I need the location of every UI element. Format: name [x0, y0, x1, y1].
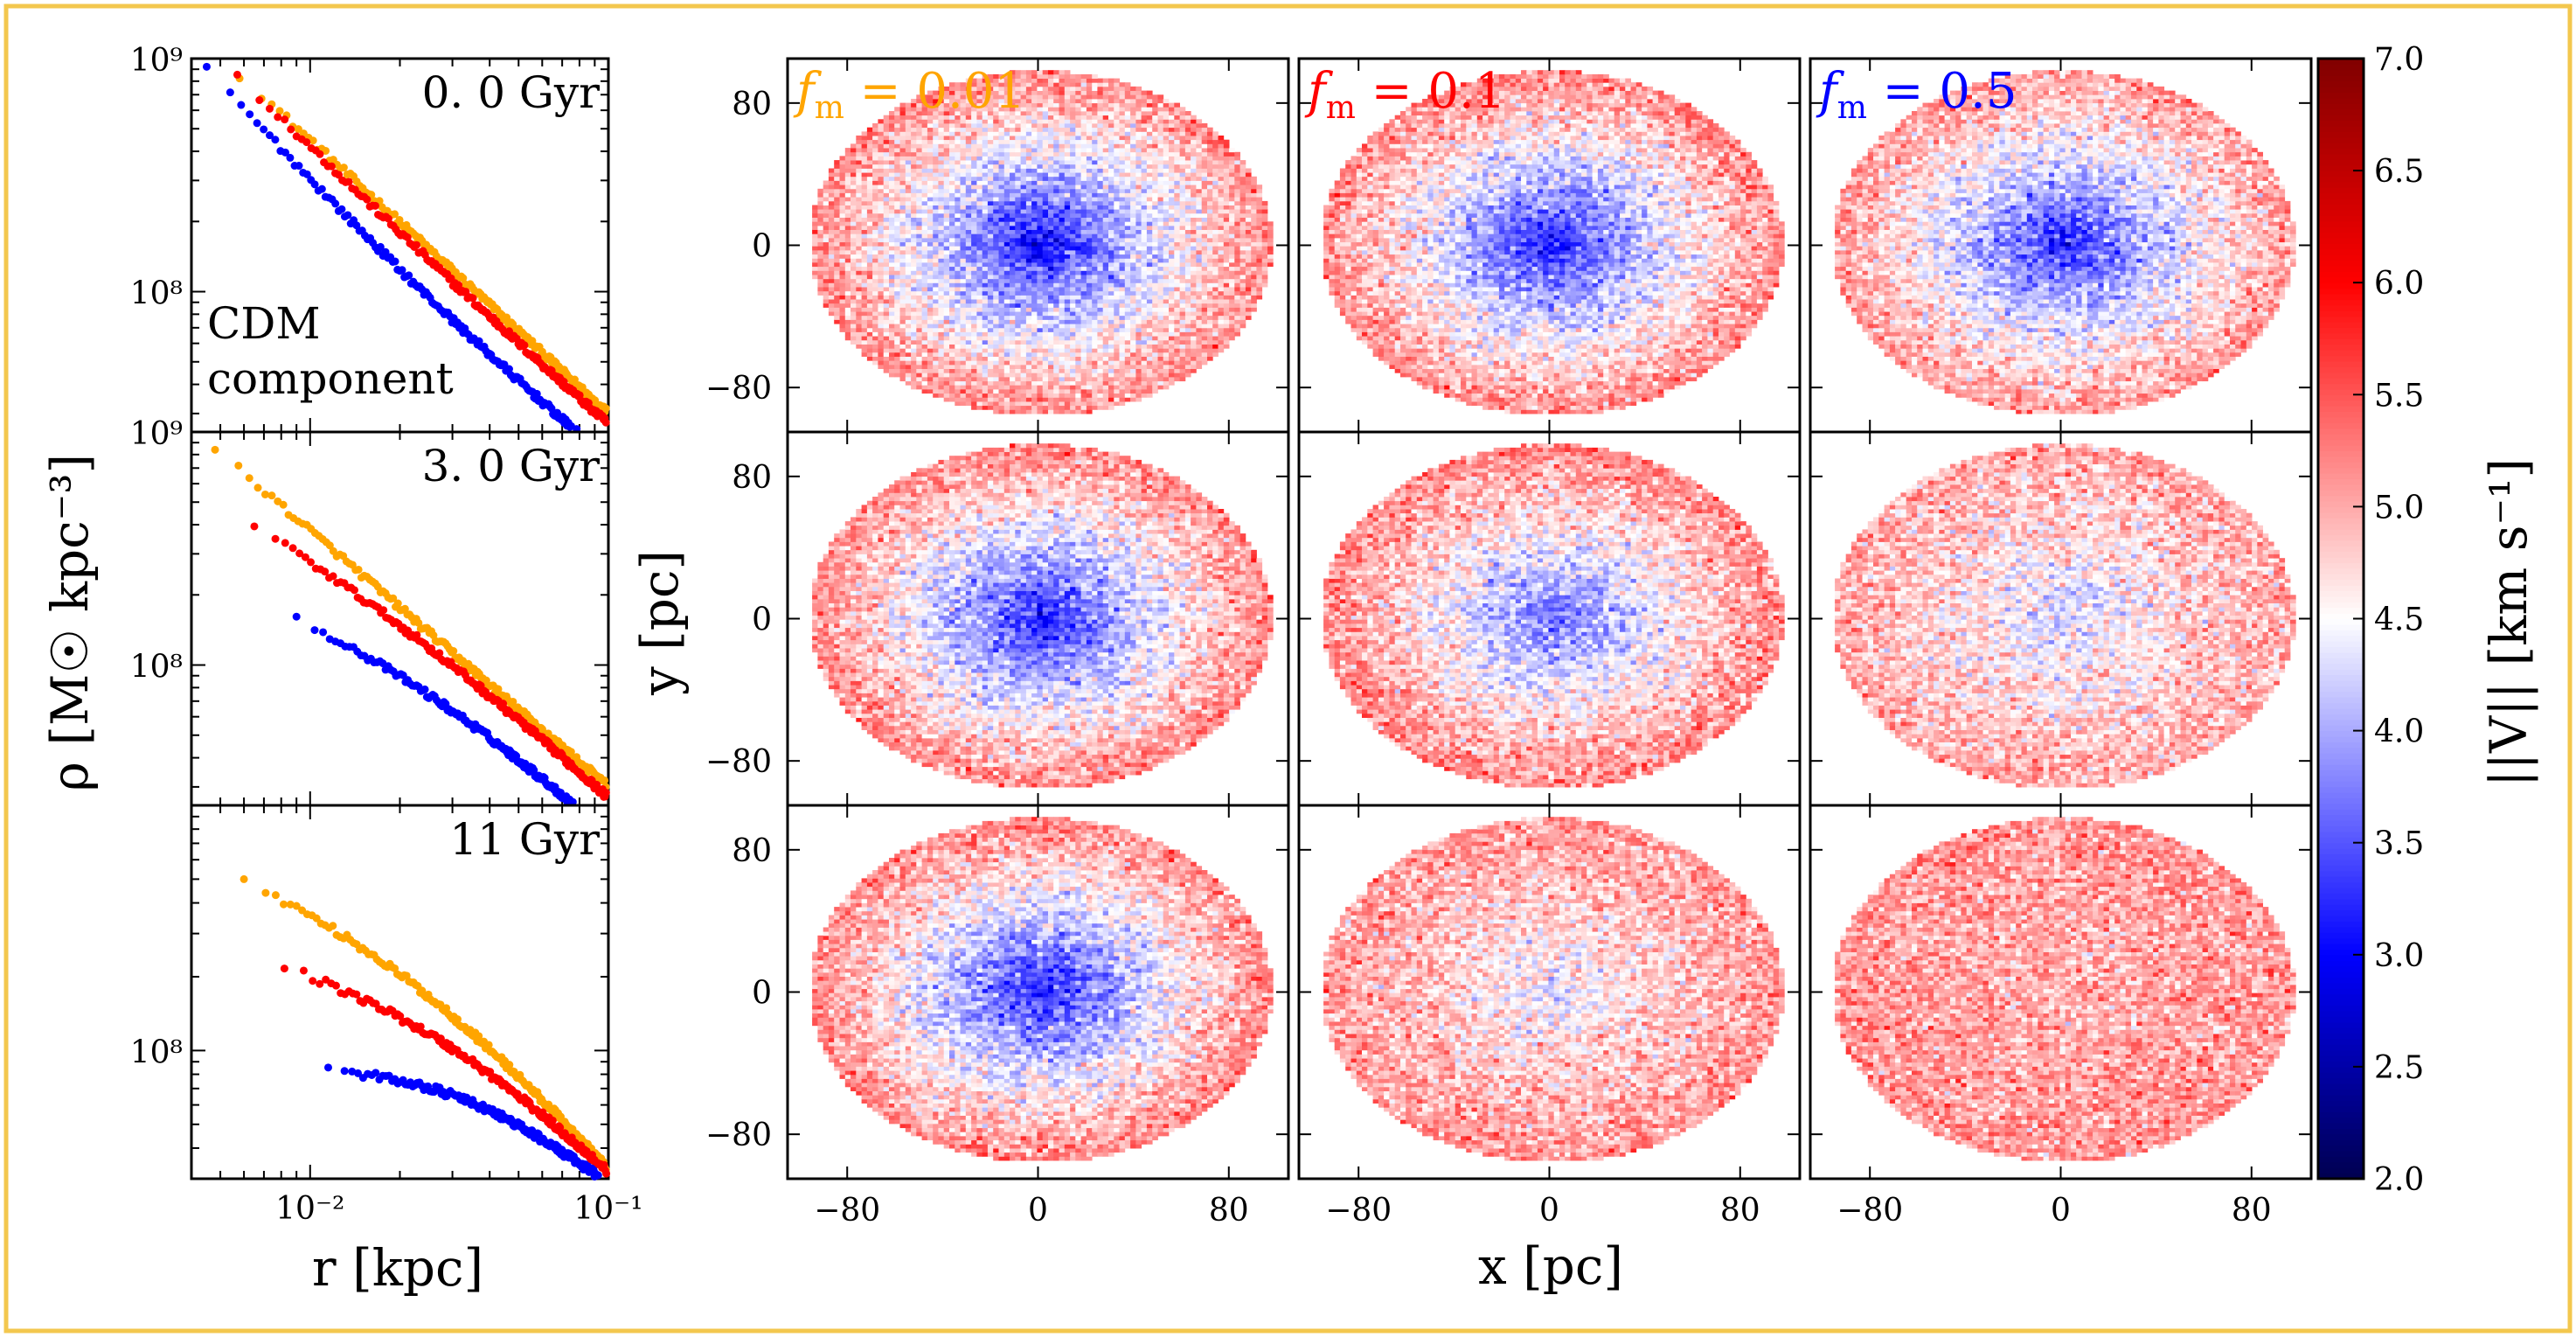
profile-point-orange	[254, 484, 262, 491]
profile-point-blue	[271, 136, 279, 143]
profile-point-red	[272, 535, 280, 543]
profile-point-red	[413, 241, 420, 249]
profile-point-orange	[246, 474, 253, 482]
profile-point-red	[520, 341, 528, 349]
profile-point-red	[266, 105, 274, 113]
profile-point-blue	[286, 154, 294, 162]
profile-point-blue	[405, 271, 413, 279]
profile-point-blue	[392, 257, 399, 265]
profile-point-red	[287, 125, 295, 133]
profile-annotation: CDM	[207, 298, 321, 349]
density-profile-column: 10⁸10⁹0. 0 GyrCDMcomponent10⁸10⁹3. 0 Gyr…	[130, 43, 643, 1227]
profile-point-blue	[253, 119, 261, 127]
profile-point-red	[602, 419, 610, 427]
profile-y-tick-label: 10⁸	[130, 276, 183, 312]
profile-y-tick-label: 10⁸	[130, 650, 183, 686]
profile-point-red	[307, 558, 315, 566]
profile-point-orange	[234, 462, 242, 470]
profile-point-red	[281, 539, 289, 547]
profile-point-red	[316, 150, 323, 158]
profile-panel-2: 10⁸10⁹3. 0 Gyr	[130, 416, 610, 807]
figure: 10⁸10⁹0. 0 GyrCDMcomponent10⁸10⁹3. 0 Gyr…	[0, 0, 2576, 1337]
profile-point-orange	[267, 491, 275, 499]
profile-point-blue	[237, 101, 245, 109]
profile-point-red	[274, 113, 281, 121]
profile-point-orange	[355, 566, 363, 574]
profile-point-orange	[601, 776, 608, 784]
profile-time-label: 0. 0 Gyr	[422, 67, 600, 118]
profile-point-orange	[394, 600, 402, 608]
profile-annotation: component	[207, 353, 454, 404]
profile-point-red	[379, 606, 387, 614]
profile-point-red	[328, 163, 336, 171]
profile-point-red	[250, 522, 258, 530]
profile-point-blue	[318, 185, 326, 193]
profile-point-orange	[340, 164, 348, 171]
profile-point-red	[363, 196, 371, 204]
profile-point-red	[255, 96, 263, 104]
profile-point-orange	[261, 491, 269, 498]
profile-point-blue	[295, 162, 302, 170]
profile-point-blue	[331, 199, 339, 207]
profile-point-red	[351, 586, 358, 594]
profile-point-red	[289, 544, 297, 552]
profile-y-tick-label: 10⁹	[130, 416, 183, 452]
profile-point-blue	[260, 125, 267, 133]
profile-point-orange	[212, 446, 219, 454]
profile-point-red	[469, 294, 477, 302]
profile-y-tick-label: 10⁹	[130, 43, 183, 79]
profile-point-red	[371, 202, 379, 210]
profile-point-blue	[246, 110, 253, 118]
profile-point-red	[233, 71, 241, 79]
profile-point-orange	[280, 501, 288, 509]
profile-point-blue	[337, 205, 345, 213]
profile-point-red	[330, 572, 337, 580]
profile-point-orange	[602, 405, 610, 413]
profile-point-blue	[203, 63, 211, 71]
profile-panel-1: 10⁸ 10⁹ 0. 0 Gyr CDMcomponent	[130, 43, 610, 433]
profile-point-red	[281, 115, 288, 123]
profile-point-blue	[226, 88, 234, 96]
